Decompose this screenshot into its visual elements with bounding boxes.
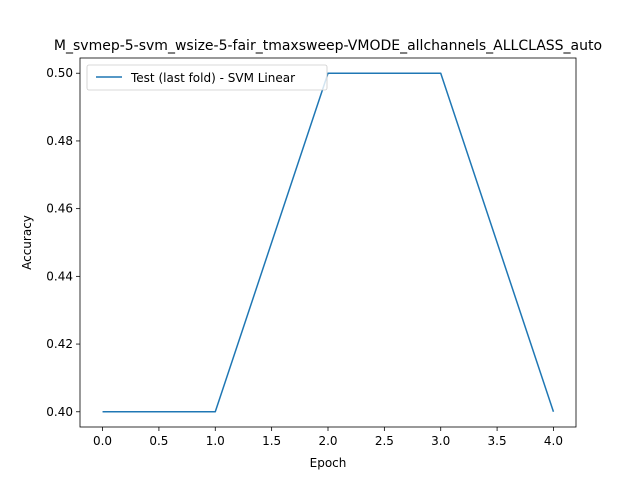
x-tick-label: 1.5 — [262, 434, 281, 448]
plot-area — [80, 58, 576, 427]
plot-frame — [79, 57, 577, 428]
x-tick-label: 4.0 — [544, 434, 563, 448]
x-tick-label: 2.0 — [318, 434, 337, 448]
y-tick-label: 0.50 — [46, 66, 73, 80]
x-tick-label: 1.0 — [206, 434, 225, 448]
legend: Test (last fold) - SVM Linear — [86, 64, 328, 91]
x-axis-label: Epoch — [310, 456, 347, 470]
x-tick-label: 0.5 — [149, 434, 168, 448]
chart-title: M_svmep-5-svm_wsize-5-fair_tmaxsweep-VMO… — [54, 38, 602, 54]
y-tick-label: 0.44 — [46, 269, 73, 283]
y-tick-label: 0.40 — [46, 405, 73, 419]
x-tick-label: 2.5 — [375, 434, 394, 448]
x-tick-label: 0.0 — [93, 434, 112, 448]
legend-label: Test (last fold) - SVM Linear — [130, 71, 295, 85]
legend-box — [86, 64, 328, 91]
y-tick-label: 0.46 — [46, 202, 73, 216]
y-tick-label: 0.48 — [46, 134, 73, 148]
series-layer — [102, 72, 555, 413]
x-tick-label: 3.5 — [488, 434, 507, 448]
y-axis-ticks: 0.40 0.42 0.44 0.46 0.48 0.50 — [46, 66, 80, 419]
y-tick-label: 0.42 — [46, 337, 73, 351]
series-line-0 — [102, 72, 555, 413]
x-axis-ticks: 0.0 0.5 1.0 1.5 2.0 2.5 3.0 3.5 4.0 — [93, 427, 563, 448]
y-axis-label: Accuracy — [20, 215, 34, 270]
x-tick-label: 3.0 — [431, 434, 450, 448]
